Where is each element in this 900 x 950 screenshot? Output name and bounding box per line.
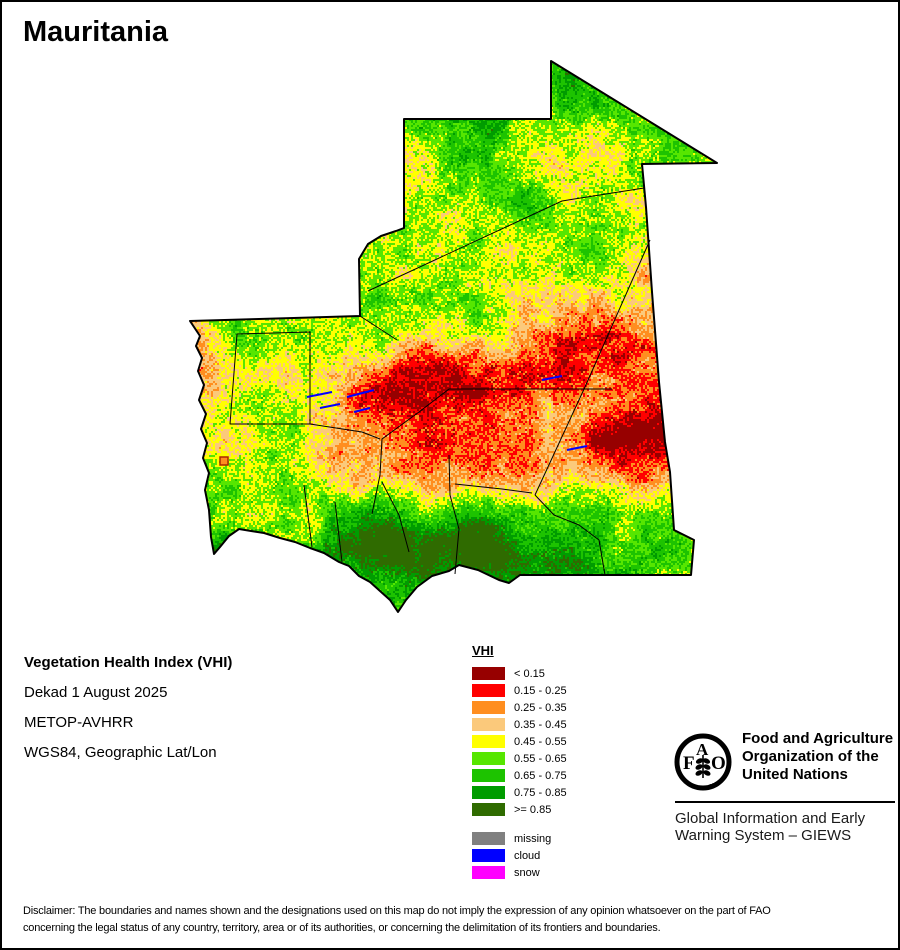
legend-classes: < 0.15 0.15 - 0.25 0.25 - 0.35 0.35 - 0.45 0…: [472, 667, 567, 816]
fao-org-name: Food and Agriculture Organization of the…: [742, 730, 894, 783]
disclaimer: Disclaimer: The boundaries and names sho…: [23, 903, 885, 936]
legend-label: 0.25 - 0.35: [514, 701, 567, 714]
legend-label: snow: [514, 866, 540, 879]
disclaimer-line1: Disclaimer: The boundaries and names sho…: [23, 905, 771, 917]
page-title: Mauritania: [23, 16, 169, 48]
legend-label: 0.45 - 0.55: [514, 735, 567, 748]
legend-item: missing: [472, 832, 567, 845]
legend-swatch: [472, 803, 505, 816]
legend-label: >= 0.85: [514, 803, 552, 816]
legend-item: 0.55 - 0.65: [472, 752, 567, 765]
legend-title: VHI: [472, 643, 494, 658]
country-outline: [189, 60, 718, 613]
legend-item: 0.75 - 0.85: [472, 786, 567, 799]
disclaimer-line2: concerning the legal status of any count…: [23, 921, 661, 934]
legend-item: snow: [472, 866, 567, 879]
legend-swatch: [472, 866, 505, 879]
legend-item: >= 0.85: [472, 803, 567, 816]
mauritania-map: [187, 57, 722, 637]
legend-item: 0.35 - 0.45: [472, 718, 567, 731]
legend-label: cloud: [514, 849, 541, 862]
legend-label: < 0.15: [514, 667, 545, 680]
legend-item: 0.15 - 0.25: [472, 684, 567, 697]
info-sensor: METOP-AVHRR: [24, 714, 134, 731]
legend-swatch: [472, 701, 505, 714]
legend-extra-classes: missing cloud snow: [472, 832, 567, 879]
map-info-block: Vegetation Health Index (VHI) Dekad 1 Au…: [24, 648, 232, 768]
vhi-legend: VHI < 0.15 0.15 - 0.25 0.25 - 0.35 0.35 - 0…: [472, 643, 567, 883]
legend-swatch: [472, 769, 505, 782]
cloud-pixels: [306, 375, 588, 451]
legend-swatch: [472, 849, 505, 862]
legend-swatch: [472, 786, 505, 799]
info-projection: WGS84, Geographic Lat/Lon: [24, 744, 217, 761]
legend-label: 0.35 - 0.45: [514, 718, 567, 731]
svg-text:A: A: [696, 740, 709, 759]
legend-item: 0.45 - 0.55: [472, 735, 567, 748]
legend-label: 0.15 - 0.25: [514, 684, 567, 697]
legend-item: cloud: [472, 849, 567, 862]
admin-boundaries: [229, 187, 651, 576]
svg-text:F: F: [683, 753, 695, 774]
legend-swatch: [472, 735, 505, 748]
legend-label: 0.75 - 0.85: [514, 786, 567, 799]
svg-text:FIAT: FIAT: [683, 779, 695, 789]
legend-swatch: [472, 667, 505, 680]
legend-swatch: [472, 752, 505, 765]
legend-item: 0.65 - 0.75: [472, 769, 567, 782]
coastal-city-marker: [219, 456, 229, 466]
info-dekad: Dekad 1 August 2025: [24, 684, 168, 701]
fao-divider: [675, 801, 895, 803]
map-boundaries-overlay: [189, 60, 718, 613]
vhi-raster-map: [187, 57, 722, 637]
legend-swatch: [472, 718, 505, 731]
legend-swatch: [472, 832, 505, 845]
svg-text:O: O: [711, 753, 726, 774]
fao-logo-icon: F A O FIAT PANIS: [674, 733, 732, 791]
legend-item: 0.25 - 0.35: [472, 701, 567, 714]
wheat-ear-icon: [695, 755, 711, 778]
legend-label: 0.65 - 0.75: [514, 769, 567, 782]
legend-swatch: [472, 684, 505, 697]
svg-text:PANIS: PANIS: [708, 778, 725, 790]
giews-name: Global Information and Early Warning Sys…: [675, 810, 866, 844]
info-index-name: Vegetation Health Index (VHI): [24, 654, 233, 671]
legend-item: < 0.15: [472, 667, 567, 680]
legend-label: 0.55 - 0.65: [514, 752, 567, 765]
legend-label: missing: [514, 832, 552, 845]
